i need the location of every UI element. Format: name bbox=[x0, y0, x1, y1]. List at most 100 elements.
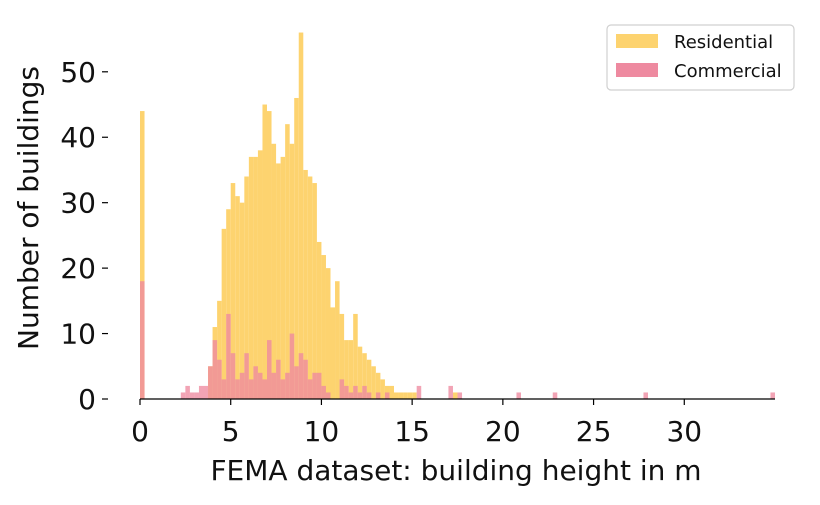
bar-commercial bbox=[321, 385, 326, 399]
bars-layer bbox=[140, 32, 775, 399]
bar-residential bbox=[407, 392, 413, 399]
y-tick-label: 30 bbox=[60, 187, 96, 220]
bar-commercial bbox=[221, 379, 227, 399]
bar-commercial bbox=[294, 366, 299, 399]
y-tick-label: 40 bbox=[60, 121, 96, 154]
bar-residential bbox=[398, 392, 404, 399]
bar-commercial bbox=[357, 392, 363, 399]
bar-commercial bbox=[298, 353, 304, 399]
bar-commercial bbox=[344, 385, 349, 399]
bar-residential bbox=[221, 228, 227, 399]
bar-residential bbox=[244, 176, 249, 399]
bar-commercial bbox=[244, 353, 249, 399]
bar-commercial bbox=[366, 392, 372, 399]
bar-commercial bbox=[643, 392, 648, 399]
bar-commercial bbox=[339, 379, 345, 399]
bar-commercial bbox=[235, 379, 240, 399]
bar-residential bbox=[403, 392, 408, 399]
bar-commercial bbox=[185, 385, 190, 399]
bar-residential bbox=[140, 111, 145, 399]
y-axis-label: Number of buildings bbox=[12, 66, 45, 350]
bar-residential bbox=[262, 104, 267, 399]
bar-commercial bbox=[362, 385, 367, 399]
bar-residential bbox=[316, 241, 322, 399]
bar-commercial bbox=[180, 392, 186, 399]
bar-residential bbox=[303, 169, 308, 399]
bar-residential bbox=[271, 143, 277, 399]
bar-commercial bbox=[203, 385, 209, 399]
y-tick-label: 50 bbox=[60, 56, 96, 89]
bar-residential bbox=[280, 156, 286, 399]
bar-commercial bbox=[353, 385, 358, 399]
bar-commercial bbox=[312, 372, 317, 399]
bar-residential bbox=[325, 268, 331, 399]
bar-commercial bbox=[194, 392, 199, 399]
bar-residential bbox=[366, 359, 372, 399]
bar-commercial bbox=[280, 379, 286, 399]
bar-commercial bbox=[257, 372, 263, 399]
bar-residential bbox=[321, 255, 326, 399]
bar-residential bbox=[230, 183, 236, 399]
bar-commercial bbox=[384, 392, 390, 399]
bar-commercial bbox=[208, 366, 213, 399]
bar-residential bbox=[389, 385, 394, 399]
axes-layer: 0 5 10 15 20 25 30 0 10 20 30 40 50 bbox=[60, 56, 775, 448]
bar-commercial bbox=[267, 340, 272, 399]
bar-residential bbox=[371, 366, 376, 399]
bar-commercial bbox=[770, 392, 775, 399]
x-tick-label: 15 bbox=[394, 415, 430, 448]
bar-commercial bbox=[448, 385, 453, 399]
bar-commercial bbox=[307, 379, 313, 399]
bar-commercial bbox=[262, 379, 267, 399]
bar-commercial bbox=[189, 392, 195, 399]
bar-commercial bbox=[303, 359, 308, 399]
x-tick-label: 10 bbox=[304, 415, 340, 448]
x-tick-label: 5 bbox=[222, 415, 240, 448]
bar-commercial bbox=[457, 392, 463, 399]
y-tick-label: 20 bbox=[60, 252, 96, 285]
bar-commercial bbox=[230, 353, 236, 399]
bar-commercial bbox=[217, 359, 222, 399]
x-axis-label: FEMA dataset: building height in m bbox=[210, 454, 701, 487]
bar-residential bbox=[257, 150, 263, 399]
bar-commercial bbox=[316, 372, 322, 399]
bar-commercial bbox=[289, 333, 295, 399]
bar-commercial bbox=[198, 385, 204, 399]
bar-residential bbox=[289, 143, 295, 399]
x-tick-label: 30 bbox=[666, 415, 702, 448]
bar-commercial bbox=[140, 281, 145, 399]
legend: Residential Commercial bbox=[606, 24, 795, 91]
bar-residential bbox=[394, 392, 399, 399]
bar-residential bbox=[235, 196, 240, 399]
bar-commercial bbox=[212, 340, 218, 399]
bar-residential bbox=[339, 313, 345, 399]
bar-commercial bbox=[348, 392, 354, 399]
bar-commercial bbox=[226, 313, 231, 399]
bar-commercial bbox=[285, 372, 290, 399]
bar-residential bbox=[267, 111, 272, 399]
bar-residential bbox=[294, 97, 299, 399]
bar-residential bbox=[226, 209, 231, 399]
legend-label-residential: Residential bbox=[674, 32, 773, 53]
y-tick-label: 0 bbox=[78, 383, 96, 416]
legend-label-commercial: Commercial bbox=[674, 61, 782, 82]
bar-residential bbox=[312, 183, 317, 399]
bar-residential bbox=[384, 385, 390, 399]
bar-residential bbox=[307, 176, 313, 399]
bar-commercial bbox=[416, 385, 422, 399]
bar-commercial bbox=[276, 359, 281, 399]
y-tick-label: 10 bbox=[60, 318, 96, 351]
x-tick-label: 0 bbox=[131, 415, 149, 448]
bar-commercial bbox=[248, 379, 254, 399]
bar-residential bbox=[357, 346, 363, 399]
bar-residential bbox=[412, 392, 417, 399]
bar-commercial bbox=[516, 392, 521, 399]
bar-residential bbox=[285, 124, 290, 399]
bar-commercial bbox=[271, 372, 277, 399]
bar-residential bbox=[452, 392, 458, 399]
bar-commercial bbox=[375, 392, 381, 399]
x-tick-label: 25 bbox=[576, 415, 612, 448]
x-tick-label: 20 bbox=[485, 415, 521, 448]
bar-commercial bbox=[253, 366, 258, 399]
